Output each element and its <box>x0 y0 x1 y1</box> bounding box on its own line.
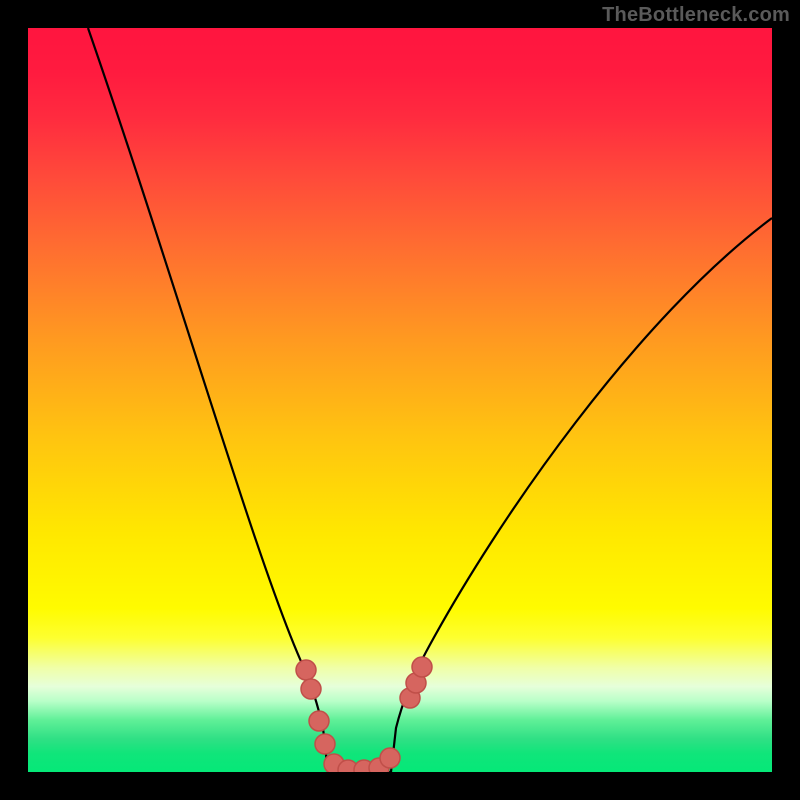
data-marker <box>315 734 335 754</box>
watermark-text: TheBottleneck.com <box>602 4 790 27</box>
data-marker <box>301 679 321 699</box>
gradient-background <box>28 28 772 772</box>
data-marker <box>296 660 316 680</box>
data-marker <box>412 657 432 677</box>
chart-svg <box>28 28 772 772</box>
plot-area <box>28 28 772 772</box>
data-marker <box>309 711 329 731</box>
data-marker <box>380 748 400 768</box>
